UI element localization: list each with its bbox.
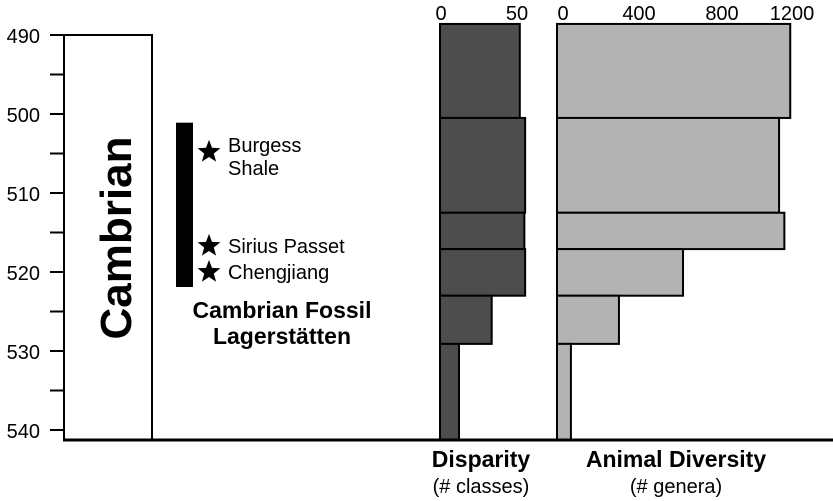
diversity-bars bbox=[556, 22, 792, 442]
y-tick-label: 510 bbox=[7, 184, 40, 206]
disparity-bar bbox=[439, 248, 527, 297]
diversity-x-tick-label: 1200 bbox=[770, 3, 815, 25]
diversity-bar bbox=[556, 211, 786, 251]
disparity-subtitle: (# classes) bbox=[433, 476, 530, 498]
disparity-bar bbox=[439, 211, 526, 251]
cambrian-period-label: Cambrian bbox=[92, 137, 141, 340]
diversity-x-tick-label: 0 bbox=[557, 3, 568, 25]
site-name: Burgess bbox=[228, 135, 301, 157]
x-axis-ticks: 0 50 0 400 800 1200 bbox=[435, 3, 814, 25]
diversity-x-tick-label: 800 bbox=[705, 3, 738, 25]
diversity-bar bbox=[556, 22, 792, 119]
site-name: Chengjiang bbox=[228, 262, 329, 284]
diversity-title: Animal Diversity bbox=[586, 446, 766, 472]
diversity-subtitle: (# genera) bbox=[630, 476, 722, 498]
diversity-bar bbox=[556, 116, 781, 214]
disparity-bars bbox=[439, 22, 527, 442]
disparity-x-tick-label: 50 bbox=[506, 3, 528, 25]
y-axis-ticks: 490 500 510 520 530 540 bbox=[7, 26, 64, 443]
cambrian-period-box bbox=[63, 34, 153, 441]
disparity-bar bbox=[439, 116, 527, 214]
disparity-bar bbox=[439, 342, 460, 442]
disparity-title: Disparity bbox=[432, 446, 531, 472]
site-name-line2: Shale bbox=[228, 158, 279, 180]
site-name: Sirius Passet bbox=[228, 236, 345, 258]
star-icon bbox=[197, 139, 221, 162]
y-tick-label: 500 bbox=[7, 105, 40, 127]
diversity-bar bbox=[556, 294, 620, 345]
diversity-x-tick-label: 400 bbox=[622, 3, 655, 25]
diversity-bar bbox=[556, 342, 572, 442]
disparity-bar bbox=[439, 22, 521, 119]
star-icon bbox=[197, 260, 221, 282]
lagerstatten-title-line1: Cambrian Fossil bbox=[193, 297, 372, 323]
y-tick-label: 530 bbox=[7, 342, 40, 364]
disparity-x-tick-label: 0 bbox=[435, 3, 446, 25]
y-tick-label: 540 bbox=[7, 421, 40, 443]
lagerstatten-range-bar bbox=[176, 122, 193, 288]
y-tick-label: 490 bbox=[7, 26, 40, 48]
disparity-bar bbox=[439, 294, 493, 345]
star-icon bbox=[197, 233, 221, 256]
diversity-bar bbox=[556, 248, 685, 297]
lagerstatten-title-line2: Lagerstätten bbox=[213, 323, 351, 349]
y-tick-label: 520 bbox=[7, 263, 40, 285]
